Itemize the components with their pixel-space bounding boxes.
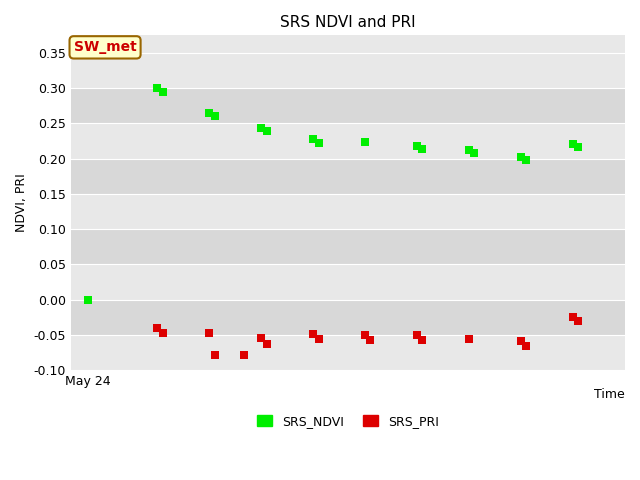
SRS_NDVI <box>209 112 220 120</box>
SRS_PRI <box>412 332 422 339</box>
Legend: SRS_NDVI, SRS_PRI: SRS_NDVI, SRS_PRI <box>252 410 444 432</box>
SRS_NDVI <box>464 146 474 154</box>
SRS_PRI <box>256 335 266 342</box>
SRS_PRI <box>262 340 272 348</box>
SRS_PRI <box>516 337 526 345</box>
SRS_PRI <box>365 336 376 344</box>
Bar <box>71 300 625 335</box>
SRS_PRI <box>521 342 531 350</box>
SRS_PRI <box>152 324 163 332</box>
SRS_PRI <box>157 329 168 337</box>
SRS_NDVI <box>83 297 93 304</box>
SRS_NDVI <box>152 84 163 92</box>
SRS_PRI <box>239 351 249 359</box>
SRS_NDVI <box>308 135 319 143</box>
SRS_NDVI <box>469 149 479 157</box>
Bar <box>71 229 625 264</box>
Bar <box>71 158 625 194</box>
Bar <box>71 335 625 370</box>
Title: SRS NDVI and PRI: SRS NDVI and PRI <box>280 15 416 30</box>
SRS_NDVI <box>314 139 324 147</box>
SRS_NDVI <box>417 145 428 153</box>
SRS_PRI <box>204 329 214 337</box>
SRS_NDVI <box>204 109 214 117</box>
Bar <box>71 123 625 158</box>
SRS_PRI <box>417 336 428 344</box>
Bar <box>71 264 625 300</box>
SRS_NDVI <box>256 124 266 132</box>
Text: Time: Time <box>595 388 625 401</box>
SRS_PRI <box>464 335 474 343</box>
SRS_NDVI <box>360 138 371 145</box>
Bar <box>71 194 625 229</box>
Y-axis label: NDVI, PRI: NDVI, PRI <box>15 173 28 232</box>
SRS_PRI <box>308 330 319 338</box>
SRS_PRI <box>360 332 371 339</box>
Bar <box>71 53 625 88</box>
SRS_NDVI <box>573 144 584 151</box>
SRS_NDVI <box>412 142 422 150</box>
SRS_NDVI <box>516 153 526 160</box>
SRS_PRI <box>568 313 578 321</box>
SRS_NDVI <box>568 140 578 148</box>
SRS_PRI <box>314 335 324 343</box>
Bar <box>71 88 625 123</box>
SRS_NDVI <box>262 127 272 135</box>
SRS_NDVI <box>521 156 531 164</box>
Text: SW_met: SW_met <box>74 40 136 54</box>
SRS_NDVI <box>157 88 168 96</box>
SRS_PRI <box>209 351 220 359</box>
SRS_PRI <box>573 318 584 325</box>
